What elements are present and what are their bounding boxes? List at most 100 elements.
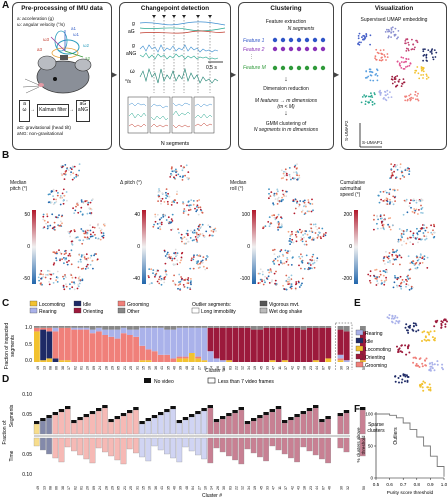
map-point	[55, 198, 57, 201]
x-tick-label: 35	[166, 486, 170, 490]
map-point	[291, 257, 294, 259]
trace-label: g	[132, 21, 135, 27]
map-point	[423, 235, 426, 237]
umap-point	[406, 65, 409, 68]
map-point	[285, 172, 288, 175]
bar-segment	[34, 326, 40, 328]
map-point	[198, 234, 201, 237]
x-tick-label: 15	[142, 486, 146, 490]
map-point	[312, 262, 314, 265]
x-tick-label: 05	[117, 486, 121, 490]
umap-point	[391, 75, 394, 78]
map-point	[289, 250, 291, 252]
map-point	[87, 203, 89, 206]
imu-sensor	[60, 55, 68, 60]
x-tick-label: 34	[247, 366, 251, 370]
map-point	[419, 230, 422, 232]
map-point	[392, 203, 395, 206]
map-point	[422, 224, 424, 226]
map-point	[277, 199, 279, 202]
umap-point	[430, 51, 433, 53]
map-point	[376, 227, 379, 230]
time-bar	[164, 437, 170, 455]
arrow-down: ↓	[284, 76, 288, 83]
colorbar-tick: -50	[23, 276, 30, 282]
map-point	[309, 202, 312, 205]
map-point	[171, 257, 174, 260]
map-point	[62, 284, 65, 287]
trace-label: °/s	[125, 79, 131, 85]
map-point	[393, 196, 396, 199]
map-point	[275, 217, 278, 219]
umap-point	[387, 30, 389, 33]
map-point	[77, 236, 79, 239]
map-point	[196, 209, 198, 211]
no-video-bar	[176, 420, 182, 423]
map-point	[48, 283, 51, 286]
map-point	[394, 276, 397, 279]
map-point	[410, 206, 412, 209]
d-ylabel-top-1: Fraction of:	[2, 419, 8, 444]
umap-point	[407, 347, 409, 350]
colorbar-tick: 100	[242, 212, 251, 218]
umap-point	[425, 364, 427, 367]
bar-segment	[263, 327, 270, 362]
umap-point	[415, 330, 418, 333]
bar-segment	[108, 329, 115, 337]
feature-m-label: Feature M	[243, 65, 266, 71]
x-tick-label: 49	[36, 366, 40, 370]
map-point	[304, 212, 307, 214]
map-point	[55, 251, 58, 253]
map-point	[424, 229, 427, 232]
map-point	[42, 275, 45, 278]
map-point	[375, 268, 378, 271]
map-point	[195, 232, 198, 234]
umap-point	[386, 89, 389, 92]
map-point	[374, 269, 376, 271]
map-point	[409, 277, 411, 280]
colorbar-tick: 200	[344, 212, 353, 218]
bar-segment	[65, 327, 71, 361]
map-point	[192, 232, 195, 234]
map-point	[173, 176, 175, 179]
umap-point	[427, 388, 430, 391]
map-point	[94, 233, 96, 236]
segment-bar	[275, 408, 282, 435]
d-ytick: 0.10	[22, 392, 32, 398]
map-point	[94, 237, 97, 239]
umap-point	[406, 380, 409, 383]
umap-point	[422, 68, 424, 71]
map-point	[70, 249, 73, 252]
bar-segment	[282, 326, 288, 328]
flow-arrow: ▶	[111, 70, 118, 79]
map-point	[157, 227, 160, 230]
map-point	[277, 190, 279, 193]
map-point	[388, 226, 391, 228]
map-title: Cumulative	[340, 180, 366, 186]
map-point	[55, 257, 57, 259]
bar-segment	[58, 327, 65, 361]
map-point	[70, 274, 73, 276]
map-point	[49, 193, 51, 195]
map-point	[198, 199, 201, 201]
time-bar	[114, 437, 121, 461]
map-point	[64, 250, 66, 253]
map-point	[400, 232, 403, 235]
time-bar	[294, 437, 300, 463]
bar-segment	[145, 327, 152, 350]
bar-segment	[127, 335, 133, 362]
map-point	[61, 174, 63, 176]
segment-bar	[46, 417, 52, 435]
map-point	[66, 261, 68, 263]
umap-point	[378, 59, 381, 62]
umap-point	[401, 351, 404, 354]
x-tick-label: 0.8	[414, 482, 421, 487]
map-title: pitch (°)	[10, 186, 28, 192]
umap-point	[392, 30, 395, 33]
umap-point	[408, 44, 410, 46]
map-point	[100, 228, 103, 231]
map-point	[277, 223, 280, 226]
umap-point	[387, 35, 390, 38]
